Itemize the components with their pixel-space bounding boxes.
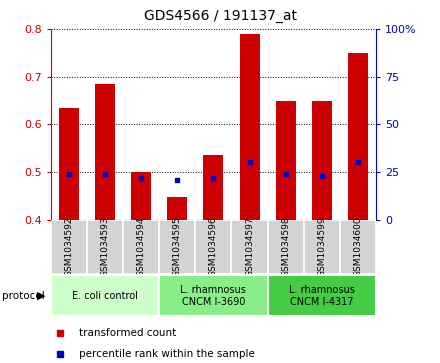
Bar — [231, 220, 268, 274]
Bar — [95, 84, 115, 220]
Text: GSM1034597: GSM1034597 — [245, 216, 254, 277]
Text: L. rhamnosus
CNCM I-3690: L. rhamnosus CNCM I-3690 — [180, 285, 246, 307]
Bar — [159, 220, 195, 274]
Text: GSM1034596: GSM1034596 — [209, 216, 218, 277]
Bar — [348, 53, 368, 220]
Text: ▶: ▶ — [37, 291, 46, 301]
Text: protocol: protocol — [2, 291, 45, 301]
Bar — [51, 276, 159, 316]
Text: GSM1034598: GSM1034598 — [281, 216, 290, 277]
Text: GSM1034600: GSM1034600 — [354, 216, 363, 277]
Bar — [159, 276, 268, 316]
Bar — [195, 220, 231, 274]
Bar — [123, 220, 159, 274]
Text: GSM1034592: GSM1034592 — [64, 217, 73, 277]
Text: L. rhamnosus
CNCM I-4317: L. rhamnosus CNCM I-4317 — [289, 285, 355, 307]
Bar — [167, 197, 187, 220]
Bar — [203, 155, 224, 220]
Bar — [51, 220, 87, 274]
Text: GDS4566 / 191137_at: GDS4566 / 191137_at — [143, 9, 297, 23]
Text: transformed count: transformed count — [79, 328, 176, 338]
Text: GSM1034599: GSM1034599 — [317, 216, 326, 277]
Text: E. coli control: E. coli control — [72, 291, 138, 301]
Text: percentile rank within the sample: percentile rank within the sample — [79, 349, 254, 359]
Bar — [87, 220, 123, 274]
Bar — [240, 34, 260, 220]
Bar — [312, 101, 332, 220]
Bar — [268, 220, 304, 274]
Bar — [304, 220, 340, 274]
Bar — [131, 172, 151, 220]
Text: GSM1034595: GSM1034595 — [173, 216, 182, 277]
Bar — [59, 108, 79, 220]
Text: GSM1034594: GSM1034594 — [136, 217, 146, 277]
Bar — [340, 220, 376, 274]
Bar — [268, 276, 376, 316]
Text: GSM1034593: GSM1034593 — [100, 216, 110, 277]
Bar — [276, 101, 296, 220]
